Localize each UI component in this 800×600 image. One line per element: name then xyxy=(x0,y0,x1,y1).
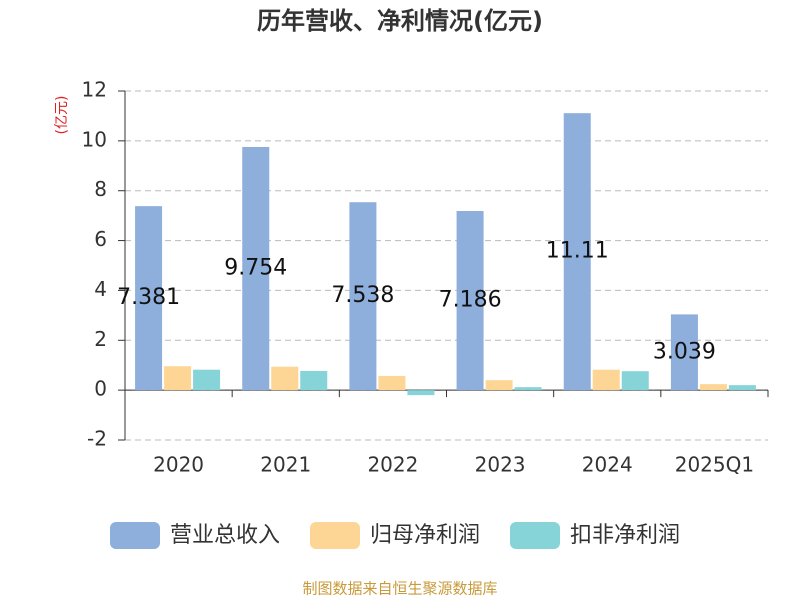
bar xyxy=(407,390,435,396)
data-label: 7.186 xyxy=(439,288,502,313)
bar xyxy=(164,366,192,391)
y-tick-label: 4 xyxy=(94,277,107,301)
bar xyxy=(728,385,756,391)
bar xyxy=(456,211,484,391)
bar xyxy=(670,314,698,391)
y-tick-label: 12 xyxy=(82,78,107,102)
source-note: 制图数据来自恒生聚源数据库 xyxy=(302,580,497,598)
y-axis-label: (亿元) xyxy=(54,96,70,135)
bar xyxy=(378,375,406,391)
data-label: 9.754 xyxy=(224,256,287,281)
data-label: 11.11 xyxy=(546,239,609,264)
legend-label: 归母净利润 xyxy=(370,523,480,548)
bar xyxy=(621,371,649,391)
bar xyxy=(563,113,591,391)
bar xyxy=(193,369,221,391)
x-tick-label: 2024 xyxy=(582,453,633,477)
legend-label: 扣非净利润 xyxy=(570,523,680,548)
x-tick-label: 2022 xyxy=(367,453,418,477)
bar xyxy=(135,206,163,391)
x-tick-label: 2021 xyxy=(260,453,311,477)
data-label: 7.381 xyxy=(117,285,180,310)
x-tick-label: 2025Q1 xyxy=(675,453,754,477)
y-tick-label: 10 xyxy=(82,127,107,151)
legend-swatch xyxy=(110,522,160,549)
bar xyxy=(485,380,513,391)
bar xyxy=(300,370,328,391)
y-tick-label: -2 xyxy=(87,427,107,451)
bar xyxy=(349,202,377,391)
x-tick-label: 2023 xyxy=(475,453,526,477)
bar xyxy=(699,384,727,391)
chart-title: 历年营收、净利情况(亿元) xyxy=(257,7,543,35)
legend-label: 营业总收入 xyxy=(170,523,280,548)
x-tick-label: 2020 xyxy=(153,453,204,477)
data-label: 3.039 xyxy=(653,339,716,364)
data-label: 7.538 xyxy=(331,283,394,308)
bar xyxy=(592,369,620,391)
y-tick-label: 0 xyxy=(94,377,107,401)
bar xyxy=(242,146,270,391)
y-tick-label: 2 xyxy=(94,327,107,351)
y-tick-label: 8 xyxy=(94,177,107,201)
y-tick-label: 6 xyxy=(94,227,107,251)
bar xyxy=(514,387,542,391)
legend-swatch xyxy=(310,522,360,549)
legend-swatch xyxy=(510,522,560,549)
bar xyxy=(271,366,299,391)
